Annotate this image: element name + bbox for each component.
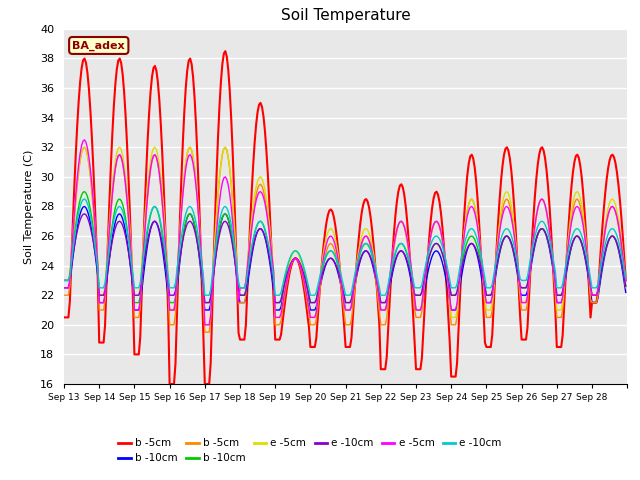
Text: BA_adex: BA_adex bbox=[72, 40, 125, 50]
Title: Soil Temperature: Soil Temperature bbox=[281, 9, 410, 24]
Y-axis label: Soil Temperature (C): Soil Temperature (C) bbox=[24, 149, 35, 264]
Legend: b -5cm, b -10cm, b -5cm, b -10cm, e -5cm, e -10cm, e -5cm, e -10cm: b -5cm, b -10cm, b -5cm, b -10cm, e -5cm… bbox=[115, 434, 506, 468]
